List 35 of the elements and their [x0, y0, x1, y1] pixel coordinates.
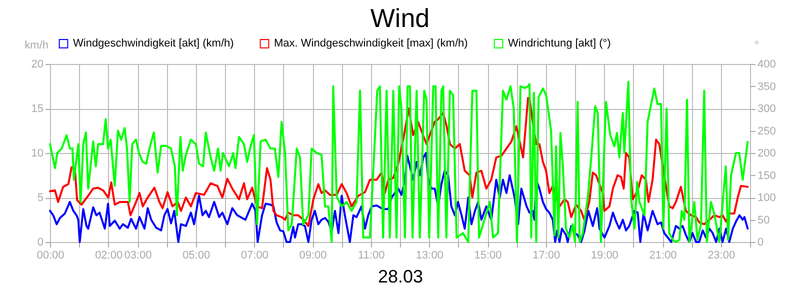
- y2-tick-label: 50: [758, 214, 770, 226]
- y-tick-label: 5: [37, 192, 44, 204]
- y2-tick-label: 0: [758, 236, 764, 248]
- y-tick-label: 0: [37, 236, 44, 248]
- legend-label: Max. Windgeschwindigkeit [max] (km/h): [274, 38, 468, 50]
- y-tick-label: 15: [31, 103, 44, 115]
- y2-tick-label: 100: [758, 192, 776, 204]
- y2-tick-label: 150: [758, 170, 776, 182]
- y-axis-title: km/h: [24, 40, 48, 52]
- chart-title: Wind: [370, 3, 430, 33]
- y2-axis-title: °: [754, 40, 759, 52]
- x-tick-label: 09:00: [299, 250, 327, 262]
- y2-tick-label: 350: [758, 80, 776, 93]
- y-tick-label: 20: [31, 58, 44, 70]
- x-tick-label: 23:00: [708, 250, 736, 262]
- y-tick-label: 10: [31, 148, 44, 160]
- line-series: [49, 96, 749, 227]
- x-axis-title: 28.03: [378, 266, 424, 286]
- x-tick-label: 21:00: [649, 250, 677, 262]
- y2-tick-label: 400: [758, 58, 776, 70]
- x-tick-label: 19:00: [590, 250, 618, 262]
- legend-label: Windrichtung [akt] (°): [508, 38, 611, 50]
- x-tick-label: 03:00: [124, 250, 152, 262]
- y2-tick-label: 300: [758, 103, 776, 115]
- y2-tick-label: 200: [758, 148, 776, 160]
- x-tick-label: 13:00: [416, 250, 444, 262]
- x-tick-label: 11:00: [358, 250, 385, 262]
- x-tick-label: 02:00: [95, 250, 123, 262]
- x-tick-label: 05:00: [182, 250, 210, 262]
- y2-tick-label: 250: [758, 125, 776, 138]
- x-tick-label: 17:00: [532, 250, 560, 262]
- x-tick-label: 07:00: [240, 250, 268, 262]
- x-tick-label: 00:00: [36, 250, 64, 262]
- legend-label: Windgeschwindigkeit [akt] (km/h): [73, 38, 234, 50]
- x-tick-label: 15:00: [474, 250, 502, 262]
